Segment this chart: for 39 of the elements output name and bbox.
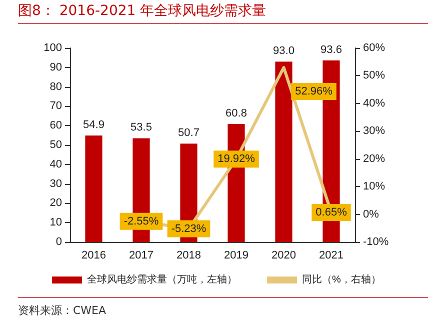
y-tick-label: 60	[50, 120, 62, 132]
y2-tick-label: -10%	[363, 236, 389, 248]
y2-tick-label: 50%	[363, 70, 386, 82]
data-label: 54.9	[83, 118, 104, 131]
y-tick-label: 40	[50, 158, 62, 170]
x-tick-label: 2017	[129, 250, 154, 262]
x-tick-label: 2019	[224, 250, 248, 262]
legend-label: 同比（%，右轴）	[302, 274, 381, 286]
y-tick-label: 30	[50, 178, 62, 190]
x-tick-label: 2020	[272, 250, 296, 262]
y2-tick-label: 0%	[363, 208, 380, 220]
y-tick-label: 20	[50, 197, 62, 210]
data-label: 50.7	[178, 127, 200, 140]
y2-tick-label: 30%	[363, 125, 386, 138]
x-tick-label: 2016	[82, 250, 106, 262]
bar	[275, 62, 292, 242]
chart-title: 图8： 2016-2021 年全球风电纱需求量	[18, 2, 266, 20]
text: 资料来源：CWEA	[18, 303, 106, 318]
x-tick-label: 2018	[176, 250, 201, 262]
y2-tick-label: 60%	[363, 42, 386, 54]
y-tick-label: 80	[50, 80, 62, 93]
data-label: 60.8	[226, 108, 247, 120]
x-tick-label: 2021	[319, 250, 344, 262]
y-tick-label: 50	[50, 139, 62, 151]
y2-tick-label: 40%	[363, 97, 386, 110]
legend-label: 全球风电纱需求量（万吨，左轴）	[87, 274, 238, 286]
y-tick-label: 10	[50, 216, 62, 229]
y-tick-label: 70	[50, 100, 62, 112]
bar	[85, 135, 102, 242]
data-label: 52.96%	[295, 86, 333, 98]
data-label: 53.5	[130, 122, 152, 134]
data-label: 93.6	[320, 44, 342, 56]
y-tick-label: 90	[50, 61, 62, 74]
y2-tick-label: 20%	[363, 152, 386, 165]
y-tick-label: 0	[56, 236, 62, 248]
y2-tick-label: 10%	[363, 180, 386, 193]
data-label: 19.92%	[218, 153, 256, 166]
y-tick-label: 100	[44, 42, 62, 54]
data-label: 93.0	[273, 45, 294, 58]
